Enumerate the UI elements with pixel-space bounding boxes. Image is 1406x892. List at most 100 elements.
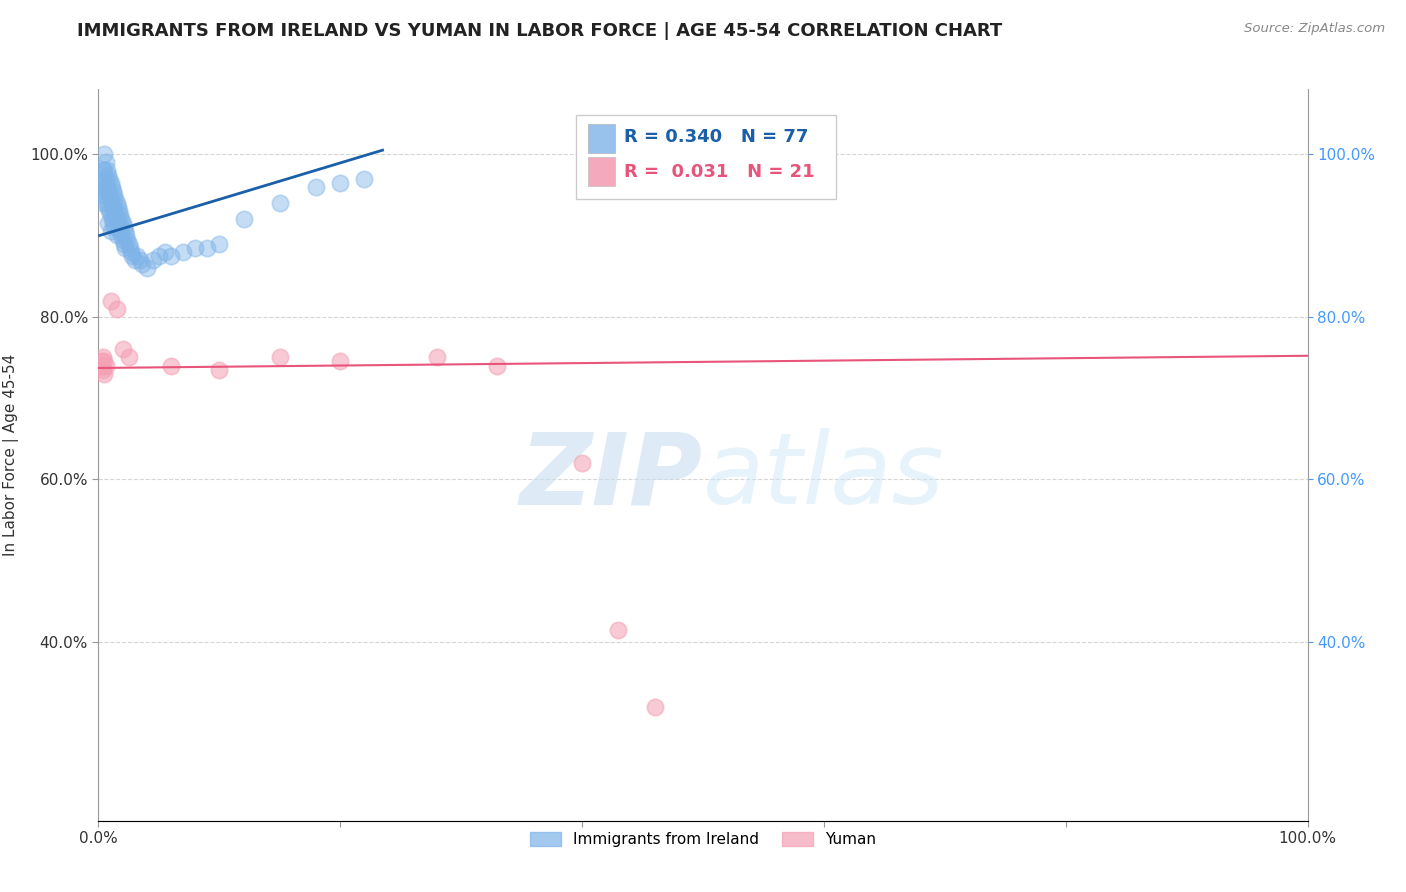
Point bbox=[118, 241, 141, 255]
Point bbox=[100, 212, 122, 227]
Point bbox=[486, 359, 509, 373]
Point bbox=[110, 212, 132, 227]
Point bbox=[208, 362, 231, 376]
Text: IMMIGRANTS FROM IRELAND VS YUMAN IN LABOR FORCE | AGE 45-54 CORRELATION CHART: IMMIGRANTS FROM IRELAND VS YUMAN IN LABO… bbox=[77, 22, 1002, 40]
Point bbox=[128, 252, 150, 267]
Point bbox=[269, 196, 291, 211]
Point bbox=[96, 179, 118, 194]
Point bbox=[153, 244, 176, 259]
Point bbox=[98, 187, 121, 202]
Point bbox=[112, 236, 135, 251]
Point bbox=[114, 224, 136, 238]
Point bbox=[100, 196, 122, 211]
Point bbox=[607, 623, 630, 637]
Point bbox=[104, 192, 127, 206]
Point bbox=[94, 359, 117, 373]
Point bbox=[115, 228, 138, 243]
Point bbox=[108, 204, 131, 219]
Point bbox=[131, 257, 153, 271]
Point bbox=[644, 699, 666, 714]
Point bbox=[160, 359, 183, 373]
Point bbox=[172, 244, 194, 259]
Point bbox=[105, 228, 128, 243]
Point bbox=[160, 249, 183, 263]
Point bbox=[93, 147, 115, 161]
Text: R = 0.340   N = 77: R = 0.340 N = 77 bbox=[624, 128, 808, 145]
Point bbox=[118, 236, 141, 251]
Point bbox=[101, 200, 124, 214]
Point bbox=[100, 224, 122, 238]
Point bbox=[91, 187, 114, 202]
Point bbox=[148, 249, 170, 263]
Point bbox=[91, 163, 114, 178]
Point bbox=[97, 184, 120, 198]
Point bbox=[269, 351, 291, 365]
Point bbox=[305, 179, 328, 194]
Point bbox=[91, 351, 114, 365]
Point bbox=[104, 208, 127, 222]
Point bbox=[108, 208, 131, 222]
Point bbox=[94, 171, 117, 186]
Point bbox=[184, 241, 207, 255]
Point bbox=[91, 171, 114, 186]
Point bbox=[112, 220, 135, 235]
Point bbox=[118, 351, 141, 365]
Point bbox=[100, 293, 122, 308]
Point bbox=[101, 184, 124, 198]
Point bbox=[103, 204, 125, 219]
Point bbox=[93, 367, 115, 381]
Point bbox=[96, 196, 118, 211]
Point bbox=[111, 343, 134, 357]
Point bbox=[101, 216, 124, 230]
Point bbox=[97, 168, 120, 182]
Point bbox=[135, 260, 157, 275]
Point bbox=[103, 220, 125, 235]
Point bbox=[100, 176, 122, 190]
Point bbox=[111, 233, 134, 247]
Point bbox=[121, 249, 143, 263]
Point bbox=[96, 163, 118, 178]
Y-axis label: In Labor Force | Age 45-54: In Labor Force | Age 45-54 bbox=[3, 354, 18, 556]
Point bbox=[93, 163, 115, 178]
Point bbox=[93, 354, 115, 368]
Point bbox=[94, 155, 117, 169]
Point bbox=[91, 354, 114, 368]
Point bbox=[105, 196, 128, 211]
Point bbox=[127, 249, 149, 263]
Point bbox=[124, 252, 146, 267]
Point bbox=[571, 456, 593, 470]
Bar bbox=[588, 124, 614, 153]
Point bbox=[94, 187, 117, 202]
Point bbox=[108, 220, 131, 235]
Point bbox=[90, 179, 112, 194]
Point bbox=[142, 252, 165, 267]
Point bbox=[329, 176, 352, 190]
Legend: Immigrants from Ireland, Yuman: Immigrants from Ireland, Yuman bbox=[524, 826, 882, 854]
Point bbox=[208, 236, 231, 251]
Point bbox=[100, 208, 122, 222]
Point bbox=[426, 351, 449, 365]
Point bbox=[232, 212, 254, 227]
Point bbox=[100, 192, 122, 206]
Point bbox=[93, 179, 115, 194]
Point bbox=[107, 216, 129, 230]
Point bbox=[195, 241, 218, 255]
Point bbox=[97, 216, 120, 230]
Point bbox=[111, 216, 134, 230]
Point bbox=[120, 244, 142, 259]
Point bbox=[110, 228, 132, 243]
Point bbox=[97, 200, 120, 214]
Text: R =  0.031   N = 21: R = 0.031 N = 21 bbox=[624, 163, 815, 181]
Point bbox=[108, 224, 131, 238]
Point bbox=[114, 241, 136, 255]
Text: Source: ZipAtlas.com: Source: ZipAtlas.com bbox=[1244, 22, 1385, 36]
Point bbox=[329, 354, 352, 368]
Point bbox=[105, 301, 128, 316]
Bar bbox=[588, 157, 614, 186]
Text: atlas: atlas bbox=[703, 428, 945, 525]
Point bbox=[103, 187, 125, 202]
Point bbox=[98, 171, 121, 186]
Point bbox=[100, 179, 122, 194]
Point bbox=[105, 212, 128, 227]
Point bbox=[98, 204, 121, 219]
